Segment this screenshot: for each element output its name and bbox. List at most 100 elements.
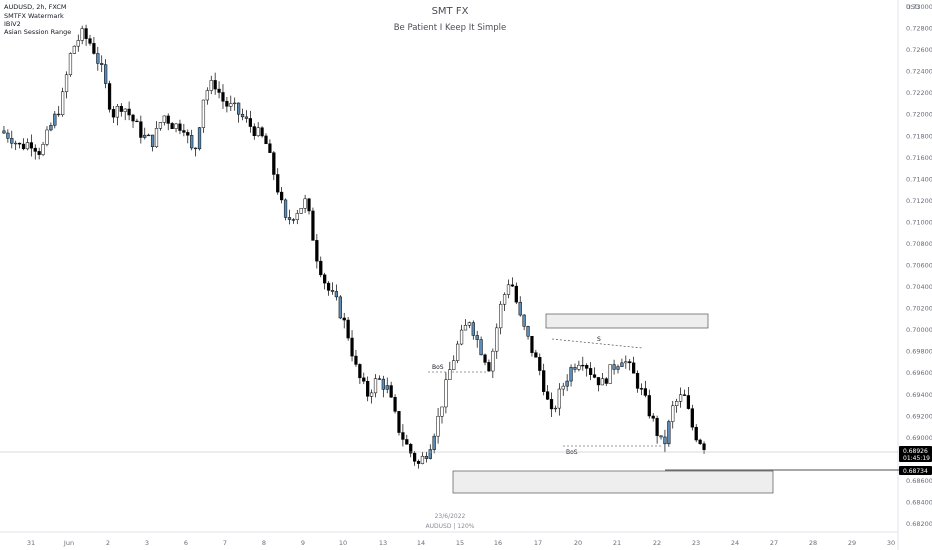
candle-body — [252, 126, 256, 137]
candle-body — [315, 240, 319, 262]
price-tick-label: 0.71000 — [906, 218, 932, 226]
price-tick-label: 0.70200 — [906, 305, 932, 313]
candle-body — [135, 120, 139, 123]
reference-price-tag-bg — [899, 466, 932, 475]
candle-body — [694, 426, 698, 441]
candle-body — [61, 91, 65, 116]
candle-body — [381, 378, 385, 390]
candle-body — [405, 439, 409, 445]
candle-body — [107, 83, 112, 110]
indicator-legend-watermark: SMTFX Watermark — [4, 12, 64, 20]
time-tick-label: 9 — [301, 539, 305, 547]
candle-body — [92, 43, 96, 54]
price-tick-label: 0.68400 — [906, 498, 932, 506]
price-tick-label: 0.71200 — [906, 197, 932, 205]
reference-price-value: 0.68734 — [903, 468, 928, 475]
candle-body — [166, 115, 170, 124]
current-price-value: 0.68926 — [903, 448, 928, 455]
price-axis-currency: USD — [906, 3, 920, 11]
candle-body — [307, 198, 311, 212]
candle-body — [635, 372, 640, 389]
candle-body — [600, 378, 604, 386]
time-tick-label: 7 — [223, 539, 227, 547]
candle-body — [573, 367, 577, 370]
candle-body — [440, 406, 444, 417]
candle-body — [675, 401, 679, 407]
candle-body — [330, 290, 335, 292]
price-tick-label: 0.72600 — [906, 46, 932, 54]
candle-body — [487, 362, 491, 372]
candle-body — [72, 45, 76, 54]
candle-body — [428, 449, 432, 459]
candle-body — [237, 102, 241, 115]
candle-body — [377, 378, 382, 380]
candle-body — [628, 361, 632, 364]
price-axis[interactable]: 0.73000 0.72800 0.72600 0.72400 0.72200 0.720… — [906, 3, 932, 528]
candle-body — [45, 129, 49, 145]
candle-body — [655, 418, 659, 436]
candle-body — [64, 74, 69, 93]
candle-body — [698, 439, 702, 444]
time-tick-label: 2 — [106, 539, 110, 547]
candle-body — [604, 378, 608, 384]
candle-body — [240, 113, 245, 118]
time-tick-label: 31 — [27, 539, 35, 547]
candle-body — [104, 64, 108, 84]
candle-body — [678, 394, 683, 402]
candle-body — [542, 370, 546, 392]
candle-body — [432, 435, 436, 450]
candle-body — [295, 213, 299, 220]
price-tick-label: 0.69600 — [906, 369, 932, 377]
time-tick-label: 23 — [692, 539, 700, 547]
time-tick-label: 21 — [613, 539, 621, 547]
candle-body — [518, 301, 522, 316]
candle-body — [690, 408, 694, 428]
candle-body — [389, 385, 393, 398]
candle-body — [21, 143, 26, 150]
candle-body — [366, 380, 370, 397]
candle-body — [471, 322, 475, 336]
candle-body — [2, 130, 6, 134]
candle-body — [268, 143, 272, 153]
candle-body — [585, 365, 589, 369]
candle-body — [616, 366, 620, 370]
price-tick-label: 0.70600 — [906, 262, 932, 270]
candle-body — [326, 282, 331, 291]
price-tick-label: 0.69400 — [906, 391, 932, 399]
candle-body — [221, 92, 225, 102]
watermark-symbol: AUDUSD | 120% — [426, 523, 475, 530]
candle-body — [526, 326, 530, 337]
candle-body — [682, 394, 687, 396]
time-axis[interactable]: 31 Jun 2 3 6 7 8 9 10 13 14 15 16 17 20 21 22 23 24 27 28 29 3… — [27, 539, 895, 547]
candle-body — [545, 391, 550, 400]
time-tick-label: 13 — [379, 539, 387, 547]
candle-body — [217, 88, 221, 93]
time-tick-label: 20 — [574, 539, 582, 547]
price-tick-label: 0.71600 — [906, 154, 932, 162]
candle-body — [475, 335, 479, 340]
candle-body — [385, 385, 389, 390]
candle-body — [170, 123, 174, 129]
candle-body — [147, 134, 151, 137]
candle-body — [373, 378, 378, 394]
candle-body — [41, 144, 45, 155]
candle-body — [467, 322, 471, 326]
candle-body — [53, 113, 57, 126]
time-tick-label: 30 — [887, 539, 895, 547]
candle-body — [420, 455, 425, 464]
candle-body — [342, 317, 346, 321]
candle-body — [448, 369, 452, 380]
candle-body — [514, 285, 518, 303]
candle-body — [17, 142, 22, 145]
reference-price-tag: 0.68734 — [899, 466, 932, 475]
candle-body — [37, 151, 41, 155]
price-tick-label: 0.68600 — [906, 477, 932, 485]
countdown-value: 01:45:19 — [903, 455, 930, 462]
candle-body — [182, 130, 186, 133]
candle-body — [491, 350, 495, 372]
candle-body — [111, 109, 116, 118]
candle-body — [369, 392, 374, 397]
candle-body — [205, 90, 209, 101]
candle-body — [131, 114, 135, 122]
